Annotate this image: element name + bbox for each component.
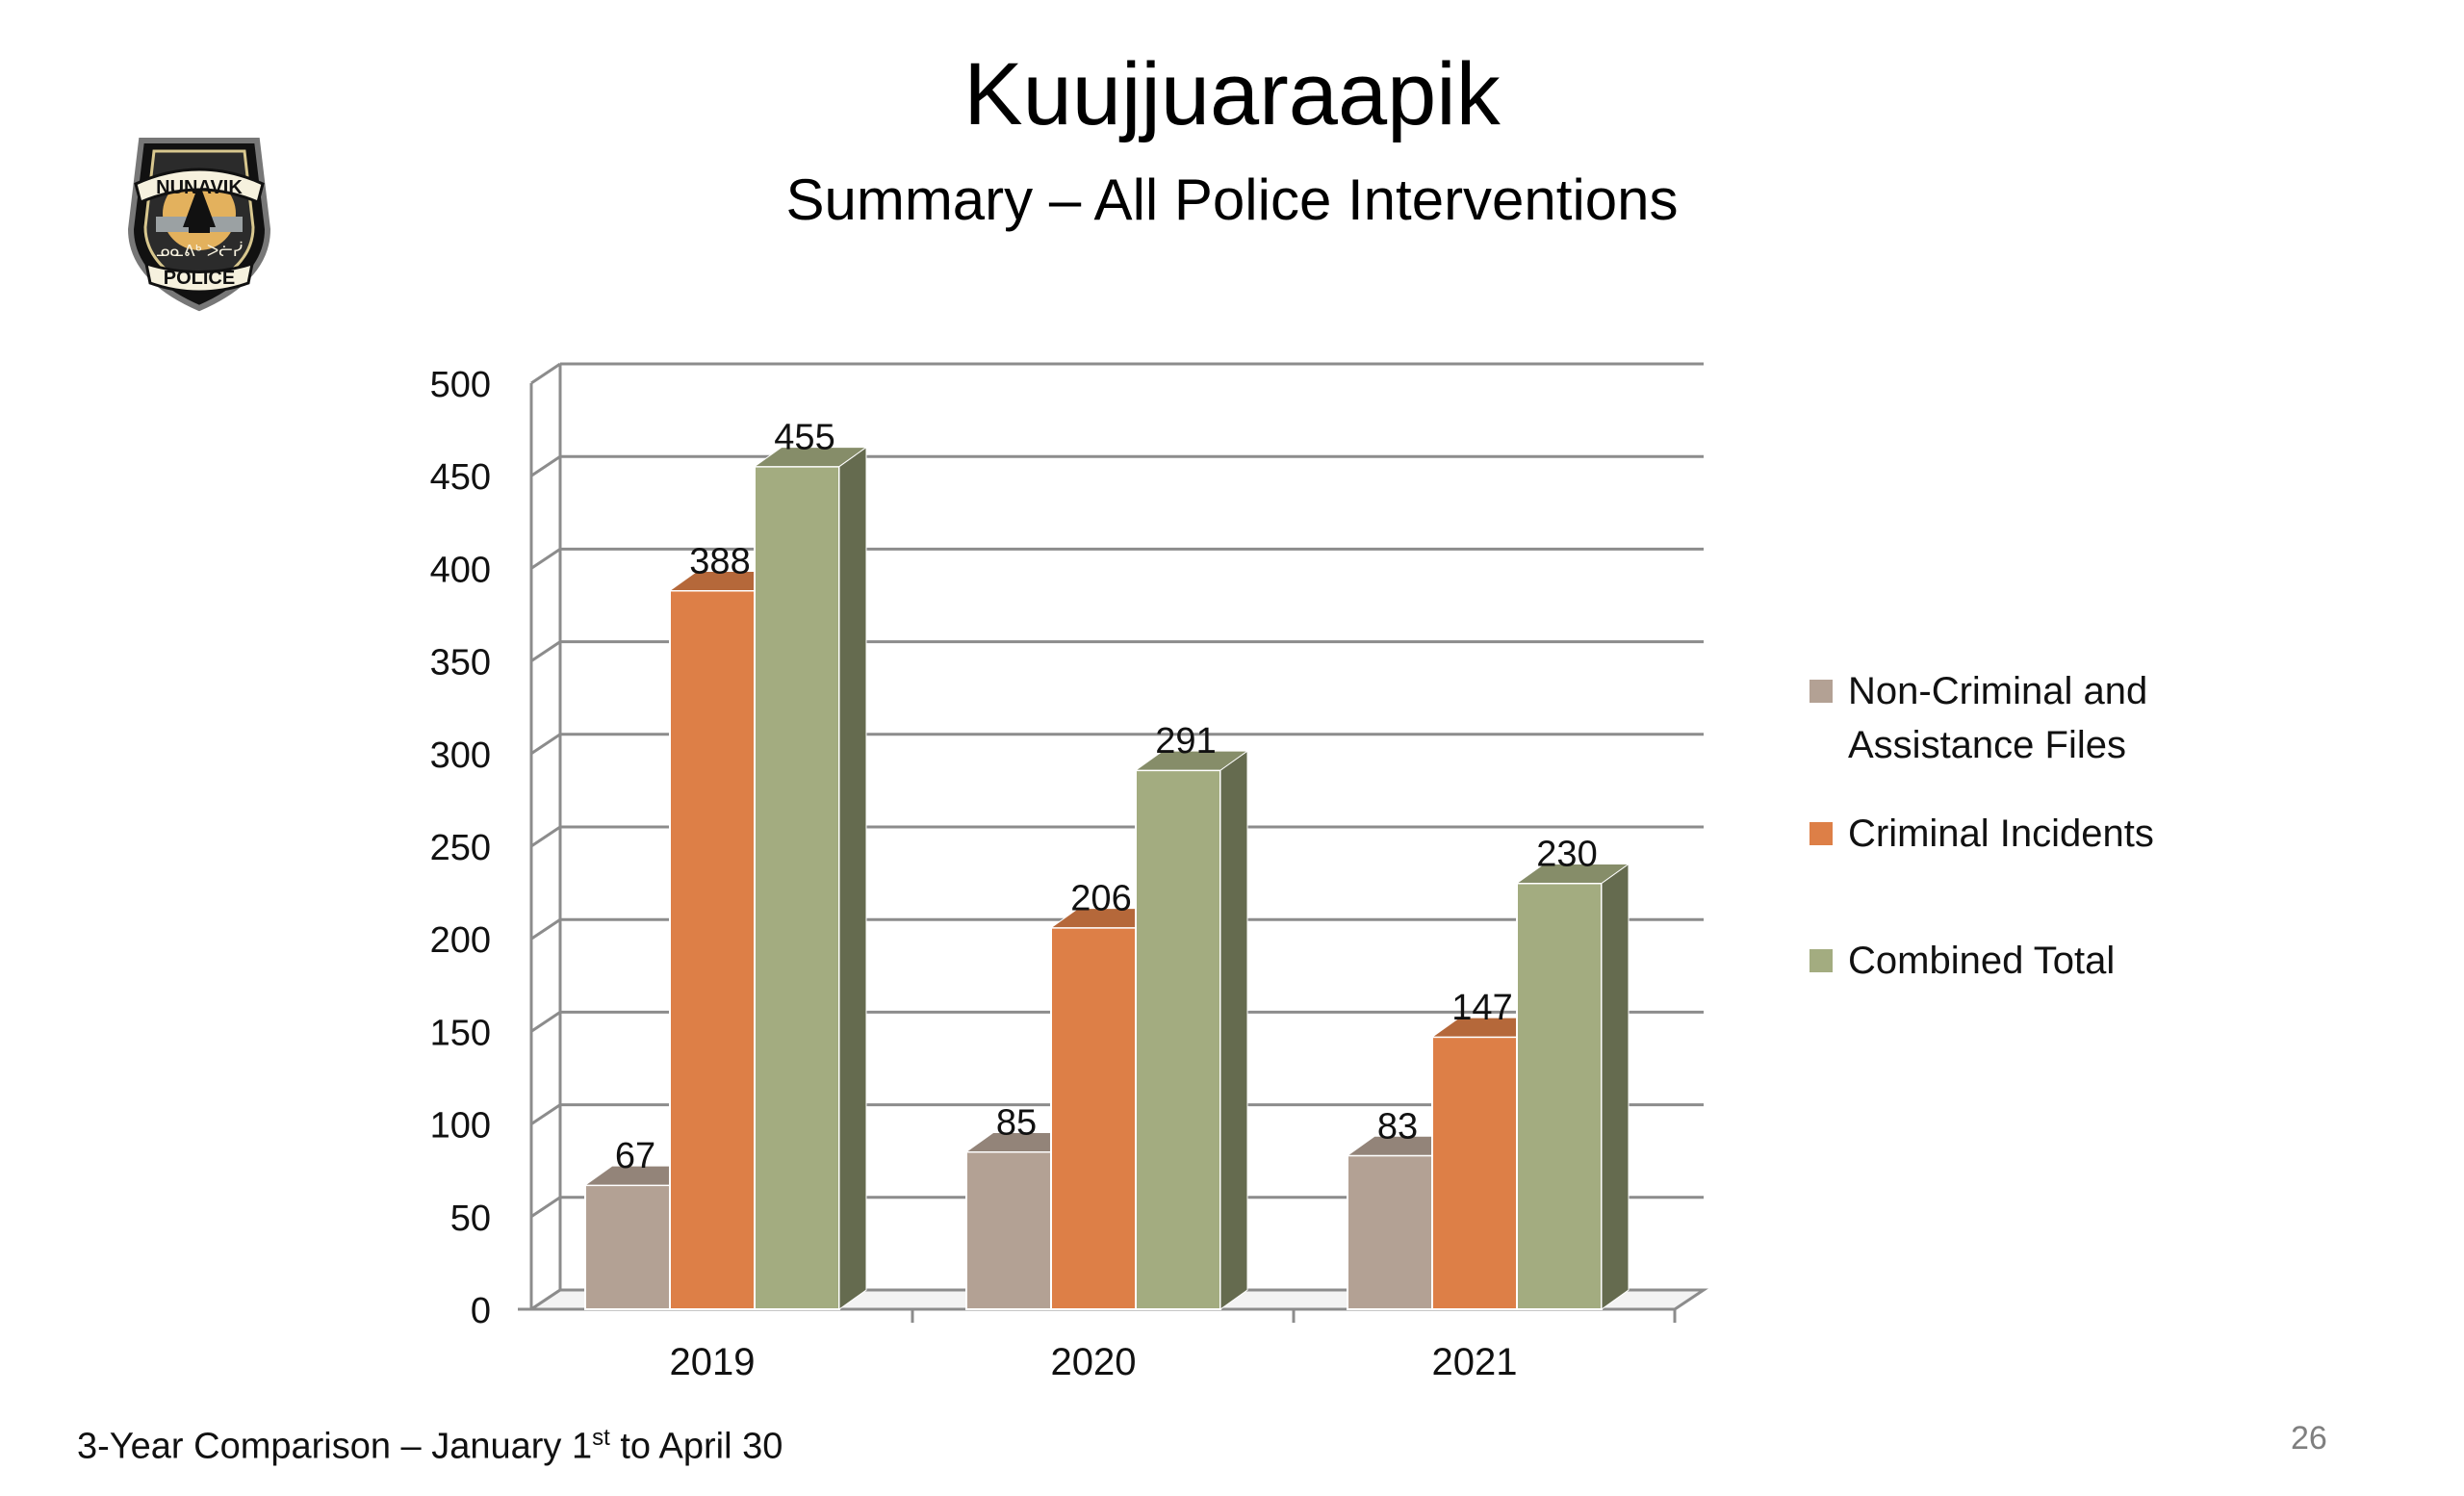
y-tick-label: 300 <box>430 735 491 776</box>
bar-front <box>1347 1154 1433 1310</box>
legend-label-criminal: Criminal Incidents <box>1848 812 2154 855</box>
footer-suffix: to April 30 <box>609 1426 783 1467</box>
bar-side <box>1601 863 1630 1310</box>
legend-swatch-combined <box>1810 949 1833 972</box>
data-label: 230 <box>1536 834 1597 874</box>
gridline-depth-50 <box>530 1196 561 1219</box>
legend-label-combined: Combined Total <box>1848 940 2116 982</box>
x-tick-label: 2020 <box>1051 1341 1137 1383</box>
logo-syllabic-text: ᓄᓇᕕᒃ ᐳᓖᓰ <box>156 241 243 261</box>
y-tick-label: 450 <box>430 457 491 498</box>
y-tick-label: 350 <box>430 643 491 684</box>
nunavik-police-logo: NUNAVIK POLICE ᓄᓇᕕᒃ ᐳᓖᓰ <box>108 114 291 316</box>
page-subtitle: Summary – All Police Interventions <box>785 168 1679 232</box>
data-label: 206 <box>1070 879 1131 919</box>
bar-2019-combined-total <box>753 446 868 1310</box>
legend-label-non-criminal: Non-Criminal and Assistance Files <box>1848 664 2223 772</box>
legend-swatch-criminal <box>1810 822 1833 845</box>
data-label: 67 <box>615 1136 655 1176</box>
footer-superscript: st <box>592 1425 610 1451</box>
bar-front <box>1516 882 1603 1310</box>
gridline-depth-150 <box>530 1011 561 1033</box>
chart-legend: Non-Criminal and Assistance Files Crimin… <box>1810 664 2387 1022</box>
y-tick-label: 150 <box>430 1013 491 1053</box>
y-tick-label: 500 <box>430 365 491 405</box>
x-tick-label: 2019 <box>670 1341 756 1383</box>
bar-2020-combined-total <box>1134 750 1249 1310</box>
police-badge-icon: NUNAVIK POLICE ᓄᓇᕕᒃ ᐳᓖᓰ <box>127 138 271 312</box>
gridline-depth-100 <box>530 1103 561 1125</box>
bar-side <box>1219 750 1248 1310</box>
bar-side <box>838 446 867 1310</box>
gridline-depth-500 <box>530 362 561 385</box>
data-label: 147 <box>1451 988 1512 1028</box>
bar-top <box>1515 863 1630 884</box>
legend-item-criminal: Criminal Incidents <box>1810 807 2387 861</box>
legend-label-non-criminal-line-2: Assistance Files <box>1848 724 2126 766</box>
data-label: 291 <box>1155 721 1216 761</box>
bar-top <box>753 447 868 468</box>
bar-front <box>1135 769 1221 1310</box>
bar-2021-combined-total <box>1515 863 1630 1310</box>
bar-front <box>1431 1036 1518 1310</box>
logo-top-text: NUNAVIK <box>156 177 243 198</box>
legend-label-non-criminal-line-1: Non-Criminal and <box>1848 670 2148 712</box>
y-tick-label: 50 <box>450 1199 491 1239</box>
y-tick-label: 250 <box>430 828 491 868</box>
y-tick-label: 200 <box>430 920 491 961</box>
gridline-depth-350 <box>530 640 561 662</box>
bar-front <box>584 1184 671 1311</box>
logo-bottom-text: POLICE <box>164 268 235 289</box>
page-title: Kuujjuaraapik <box>963 45 1501 143</box>
footer-comparison: 3-Year Comparison – January 1st to April… <box>77 1425 783 1468</box>
legend-swatch-non-criminal <box>1810 680 1833 703</box>
data-label: 455 <box>774 418 834 458</box>
gridline-depth-300 <box>530 733 561 756</box>
gridline-depth-450 <box>530 454 561 477</box>
y-tick-label: 400 <box>430 550 491 590</box>
chart-labels: 0 50 100 150 200 250 300 350 400 450 500 67 388 455 20… <box>430 365 1598 1383</box>
bar-front <box>754 465 840 1310</box>
bar-front <box>965 1150 1052 1310</box>
chart-bars <box>583 446 1630 1311</box>
bar-front <box>1050 926 1137 1310</box>
bar-top <box>1134 750 1249 771</box>
data-label: 83 <box>1377 1106 1418 1147</box>
legend-item-non-criminal: Non-Criminal and Assistance Files <box>1810 664 2387 772</box>
legend-item-combined: Combined Total <box>1810 934 2387 988</box>
page-number: 26 <box>2291 1420 2327 1457</box>
gridline-depth-250 <box>530 825 561 848</box>
data-label: 85 <box>996 1102 1037 1143</box>
data-label: 388 <box>689 541 750 581</box>
footer-prefix: 3-Year Comparison – January 1 <box>77 1426 593 1467</box>
x-tick-label: 2021 <box>1432 1341 1518 1383</box>
gridline-depth-400 <box>530 548 561 570</box>
y-tick-label: 0 <box>471 1291 491 1331</box>
y-tick-label: 100 <box>430 1106 491 1147</box>
bar-front <box>669 589 756 1310</box>
gridline-depth-200 <box>530 917 561 941</box>
